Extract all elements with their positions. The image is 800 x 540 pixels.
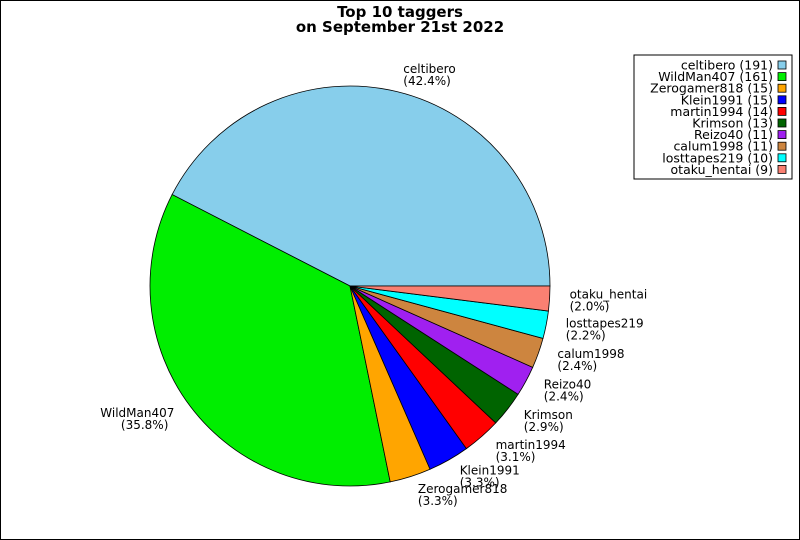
legend-label-martin1994: martin1994 (14)	[670, 104, 773, 119]
slice-percent-calum1998: (2.4%)	[557, 359, 597, 373]
slice-label-losttapes219: losttapes219	[566, 316, 644, 330]
slice-percent-klein1991: (3.3%)	[460, 476, 500, 490]
slice-percent-reizo40: (2.4%)	[544, 390, 584, 404]
pie-slice-otaku-hentai	[349, 285, 551, 312]
legend-label-otaku-hentai: otaku_hentai (9)	[671, 162, 773, 177]
legend-label-wildman407: WildMan407 (161)	[658, 69, 773, 84]
pie-slice-wildman407	[149, 194, 391, 487]
slice-label-klein1991: Klein1991	[460, 464, 520, 478]
slice-label-martin1994: martin1994	[496, 438, 566, 452]
slice-percent-krimson: (2.9%)	[524, 420, 564, 434]
legend-swatch-klein1991	[777, 95, 787, 105]
legend-label-klein1991: Klein1991 (15)	[681, 92, 773, 107]
legend-label-zerogamer818: Zerogamer818 (15)	[650, 81, 773, 96]
slice-labels: celtibero(42.4%) WildMan407(35.8%) Zerogam…	[100, 62, 647, 508]
chart-title-line-1: Top 10 taggers	[337, 3, 463, 21]
slice-label-celtibero: celtibero	[403, 62, 455, 76]
legend-swatch-otaku-hentai	[777, 164, 787, 174]
slice-percent-zerogamer818: (3.3%)	[418, 494, 458, 508]
legend-label-losttapes219: losttapes219 (10)	[662, 150, 773, 165]
legend-swatch-calum1998	[777, 141, 787, 151]
legend-swatch-losttapes219	[777, 153, 787, 163]
slice-label-krimson: Krimson	[524, 408, 573, 422]
slice-label-otaku-hentai: otaku_hentai	[570, 288, 648, 302]
legend-swatch-krimson	[777, 118, 787, 128]
legend-box	[633, 54, 793, 180]
legend: celtibero (191)WildMan407 (161)Zerogamer…	[633, 54, 793, 180]
pie-slices	[149, 85, 551, 487]
legend-swatch-celtibero	[777, 60, 787, 70]
slice-percent-martin1994: (3.1%)	[496, 450, 536, 464]
legend-swatch-zerogamer818	[777, 83, 787, 93]
chart-title-line-2: on September 21st 2022	[296, 18, 504, 36]
slice-percent-wildman407: (35.8%)	[121, 418, 168, 432]
legend-swatch-reizo40	[777, 130, 787, 140]
slice-percent-losttapes219: (2.2%)	[566, 328, 606, 342]
legend-label-krimson: Krimson (13)	[692, 116, 773, 131]
slice-label-reizo40: Reizo40	[544, 378, 591, 392]
legend-label-celtibero: celtibero (191)	[681, 58, 773, 73]
slice-label-zerogamer818: Zerogamer818	[418, 482, 508, 496]
pie-slice-celtibero	[171, 85, 551, 287]
legend-label-reizo40: Reizo40 (11)	[694, 127, 773, 142]
slice-percent-otaku-hentai: (2.0%)	[570, 300, 610, 314]
legend-swatch-wildman407	[777, 72, 787, 81]
slice-percent-celtibero: (42.4%)	[403, 74, 450, 88]
slice-label-calum1998: calum1998	[557, 347, 624, 361]
legend-swatch-martin1994	[777, 107, 787, 116]
legend-label-calum1998: calum1998 (11)	[673, 139, 773, 154]
slice-label-wildman407: WildMan407	[100, 406, 174, 420]
